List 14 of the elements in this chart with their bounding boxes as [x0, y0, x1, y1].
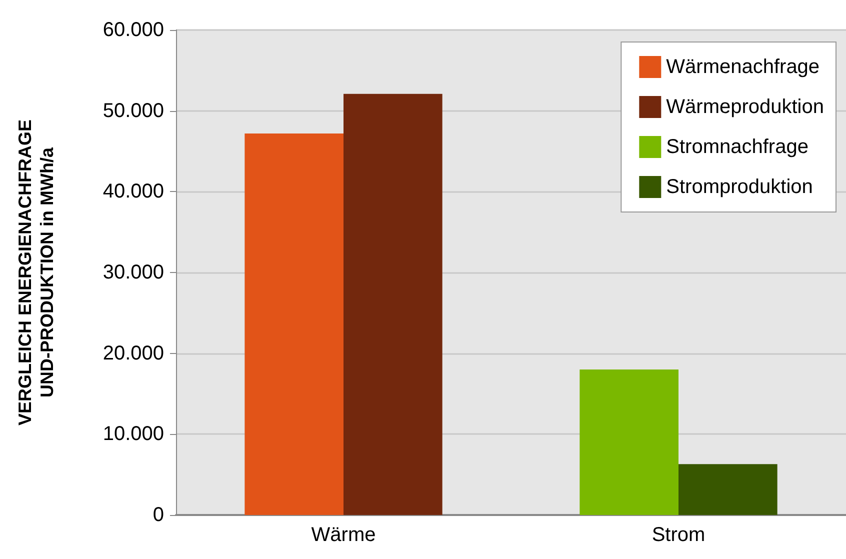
y-tick-label: 20.000: [102, 342, 164, 364]
y-tick-label: 0: [152, 504, 164, 526]
x-tick-label: Strom: [652, 524, 706, 546]
legend-label: Stromproduktion: [666, 176, 813, 198]
legend-label: Wärmeproduktion: [666, 96, 824, 118]
y-tick-label: 40.000: [102, 180, 164, 203]
y-axis-title: VERGLEICH ENERGIENACHFRAGE UND-PRODUKTION in MWh/a: [15, 119, 57, 426]
y-tick-label: 30.000: [102, 262, 164, 284]
x-tick-label: Wärme: [311, 524, 376, 546]
legend-label: Stromnachfrage: [666, 136, 808, 158]
legend-label: Wärmenachfrage: [666, 56, 820, 78]
y-tick-label: 10.000: [102, 423, 164, 446]
y-tick-label: 60.000: [102, 19, 164, 41]
y-tick-label: 50.000: [102, 100, 164, 122]
